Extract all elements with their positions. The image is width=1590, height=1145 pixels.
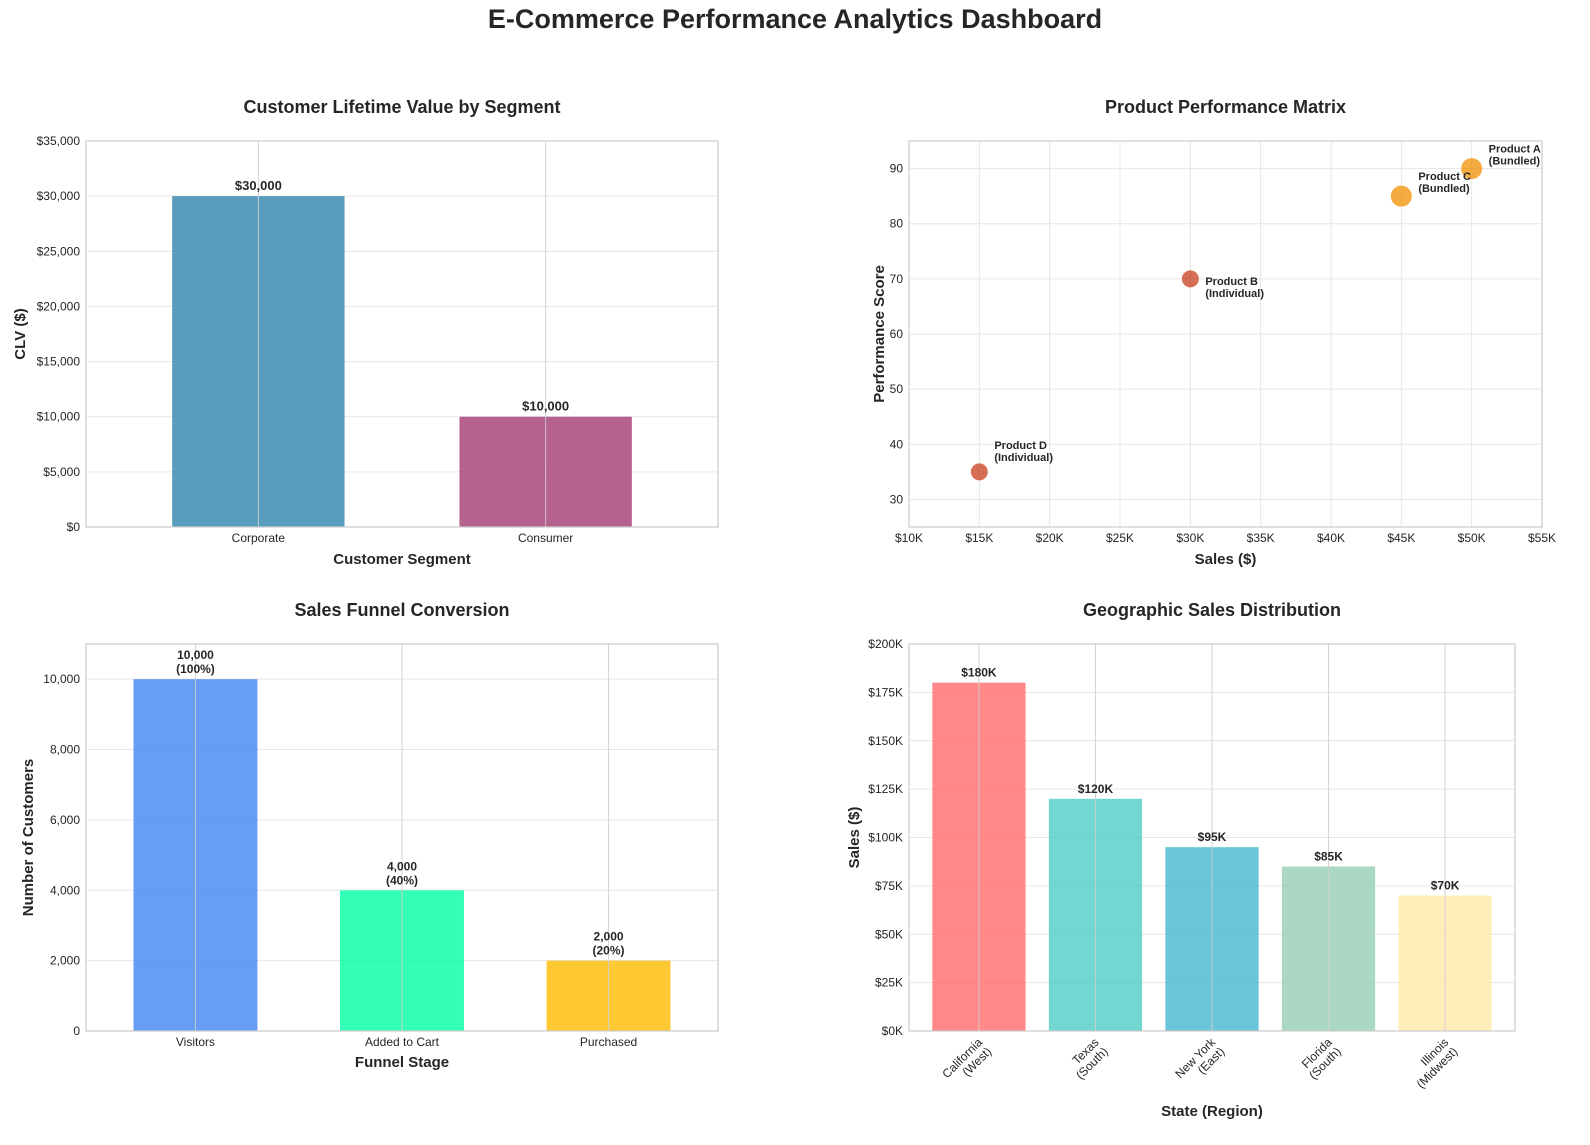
chart-1: Customer Lifetime Value by Segment Custom… bbox=[12, 97, 719, 568]
y-axis-label: CLV ($) bbox=[12, 308, 29, 359]
y-tick-label: $0K bbox=[882, 1024, 903, 1038]
y-tick-label: $200K bbox=[868, 637, 903, 651]
y-tick-label: $5,000 bbox=[43, 465, 80, 479]
y-tick-label: $75K bbox=[875, 879, 903, 893]
bar-value-label: $120K bbox=[1078, 782, 1114, 796]
bar-value-label: $10,000 bbox=[522, 399, 569, 414]
x-tick-label: Added to Cart bbox=[365, 1035, 440, 1049]
x-axis-label: Funnel Stage bbox=[355, 1054, 449, 1071]
x-tick-label: $45K bbox=[1387, 531, 1415, 545]
y-tick-label: 8,000 bbox=[50, 743, 80, 757]
bar-value-label: 4,000 (40%) bbox=[386, 859, 418, 887]
y-tick-label: $175K bbox=[868, 685, 903, 699]
bar-value-label: $70K bbox=[1431, 879, 1460, 893]
y-tick-label: 90 bbox=[890, 162, 904, 176]
y-tick-label: $125K bbox=[868, 782, 903, 796]
x-axis-label: Customer Segment bbox=[333, 551, 471, 568]
y-tick-label: $15,000 bbox=[37, 355, 81, 369]
y-tick-label: 40 bbox=[890, 437, 904, 451]
y-tick-label: 70 bbox=[890, 272, 904, 286]
x-tick-label: $40K bbox=[1317, 531, 1345, 545]
chart-4: Geographic Sales Distribution State (Regi… bbox=[846, 600, 1516, 1120]
bar-value-label: $180K bbox=[961, 666, 997, 680]
y-axis-label: Performance Score bbox=[871, 265, 888, 403]
x-axis-label: Sales ($) bbox=[1195, 551, 1257, 568]
x-tick-label: $20K bbox=[1036, 531, 1064, 545]
y-tick-label: 10,000 bbox=[43, 672, 80, 686]
x-tick-label: Florida(South) bbox=[1297, 1035, 1344, 1082]
x-tick-label: $15K bbox=[965, 531, 993, 545]
point-annotation: Product D (Individual) bbox=[994, 440, 1053, 464]
x-tick-label: Illinois(Midwest) bbox=[1405, 1035, 1461, 1091]
chart-3: Sales Funnel Conversion Funnel Stage Numbe… bbox=[20, 600, 719, 1071]
x-tick-label: Corporate bbox=[232, 531, 286, 545]
chart-title: Customer Lifetime Value by Segment bbox=[243, 97, 560, 117]
scatter-point bbox=[1461, 158, 1483, 180]
y-tick-label: $150K bbox=[868, 734, 903, 748]
plot-frame bbox=[85, 140, 719, 528]
plot-frame bbox=[908, 140, 1543, 528]
dashboard-title: E-Commerce Performance Analytics Dashboa… bbox=[487, 4, 1103, 34]
y-tick-label: $30,000 bbox=[37, 189, 81, 203]
scatter-point bbox=[970, 463, 988, 481]
x-tick-label: $25K bbox=[1106, 531, 1134, 545]
plot-frame bbox=[85, 643, 719, 1032]
y-tick-label: 2,000 bbox=[50, 954, 80, 968]
y-tick-label: $100K bbox=[868, 831, 903, 845]
x-tick-label: Purchased bbox=[580, 1035, 637, 1049]
y-axis-label: Number of Customers bbox=[20, 759, 37, 917]
x-tick-label: New York(East) bbox=[1172, 1035, 1228, 1091]
y-tick-label: 4,000 bbox=[50, 883, 80, 897]
bar-value-label: $95K bbox=[1198, 830, 1227, 844]
y-tick-label: $0 bbox=[67, 520, 81, 534]
y-tick-label: 50 bbox=[890, 382, 904, 396]
x-axis-label: State (Region) bbox=[1161, 1103, 1263, 1120]
y-axis-label: Sales ($) bbox=[846, 807, 863, 869]
chart-title: Geographic Sales Distribution bbox=[1083, 600, 1341, 620]
y-tick-label: $50K bbox=[875, 927, 903, 941]
chart-2: Product Performance Matrix Sales ($) Perfo… bbox=[871, 97, 1556, 568]
x-tick-label: Visitors bbox=[176, 1035, 215, 1049]
y-tick-label: 0 bbox=[73, 1024, 80, 1038]
chart-title: Sales Funnel Conversion bbox=[294, 600, 509, 620]
bar-value-label: 10,000 (100%) bbox=[176, 648, 215, 676]
bar-value-label: 2,000 (20%) bbox=[593, 930, 625, 958]
point-annotation: Product B (Individual) bbox=[1205, 276, 1264, 300]
x-tick-label: Texas(South) bbox=[1064, 1035, 1111, 1082]
y-tick-label: $25,000 bbox=[37, 244, 81, 258]
chart-title: Product Performance Matrix bbox=[1105, 97, 1346, 117]
x-tick-label: California(West) bbox=[939, 1035, 994, 1090]
bar-value-label: $85K bbox=[1314, 850, 1343, 864]
point-annotation: Product A (Bundled) bbox=[1489, 144, 1541, 168]
y-tick-label: 30 bbox=[890, 492, 904, 506]
x-tick-label: $10K bbox=[895, 531, 923, 545]
y-tick-label: 80 bbox=[890, 217, 904, 231]
x-tick-label: $55K bbox=[1528, 531, 1556, 545]
bar-value-label: $30,000 bbox=[235, 178, 282, 193]
y-tick-label: 6,000 bbox=[50, 813, 80, 827]
y-tick-label: 60 bbox=[890, 327, 904, 341]
y-tick-label: $10,000 bbox=[37, 410, 81, 424]
y-tick-label: $20,000 bbox=[37, 299, 81, 313]
point-annotation: Product C (Bundled) bbox=[1418, 171, 1471, 195]
scatter-point bbox=[1390, 185, 1412, 207]
y-tick-label: $35,000 bbox=[37, 134, 81, 148]
x-tick-label: $30K bbox=[1176, 531, 1204, 545]
x-tick-label: $50K bbox=[1458, 531, 1486, 545]
x-tick-label: Consumer bbox=[518, 531, 573, 545]
y-tick-label: $25K bbox=[875, 976, 903, 990]
scatter-point bbox=[1181, 270, 1199, 288]
plot-frame bbox=[908, 643, 1516, 1032]
x-tick-label: $35K bbox=[1247, 531, 1275, 545]
